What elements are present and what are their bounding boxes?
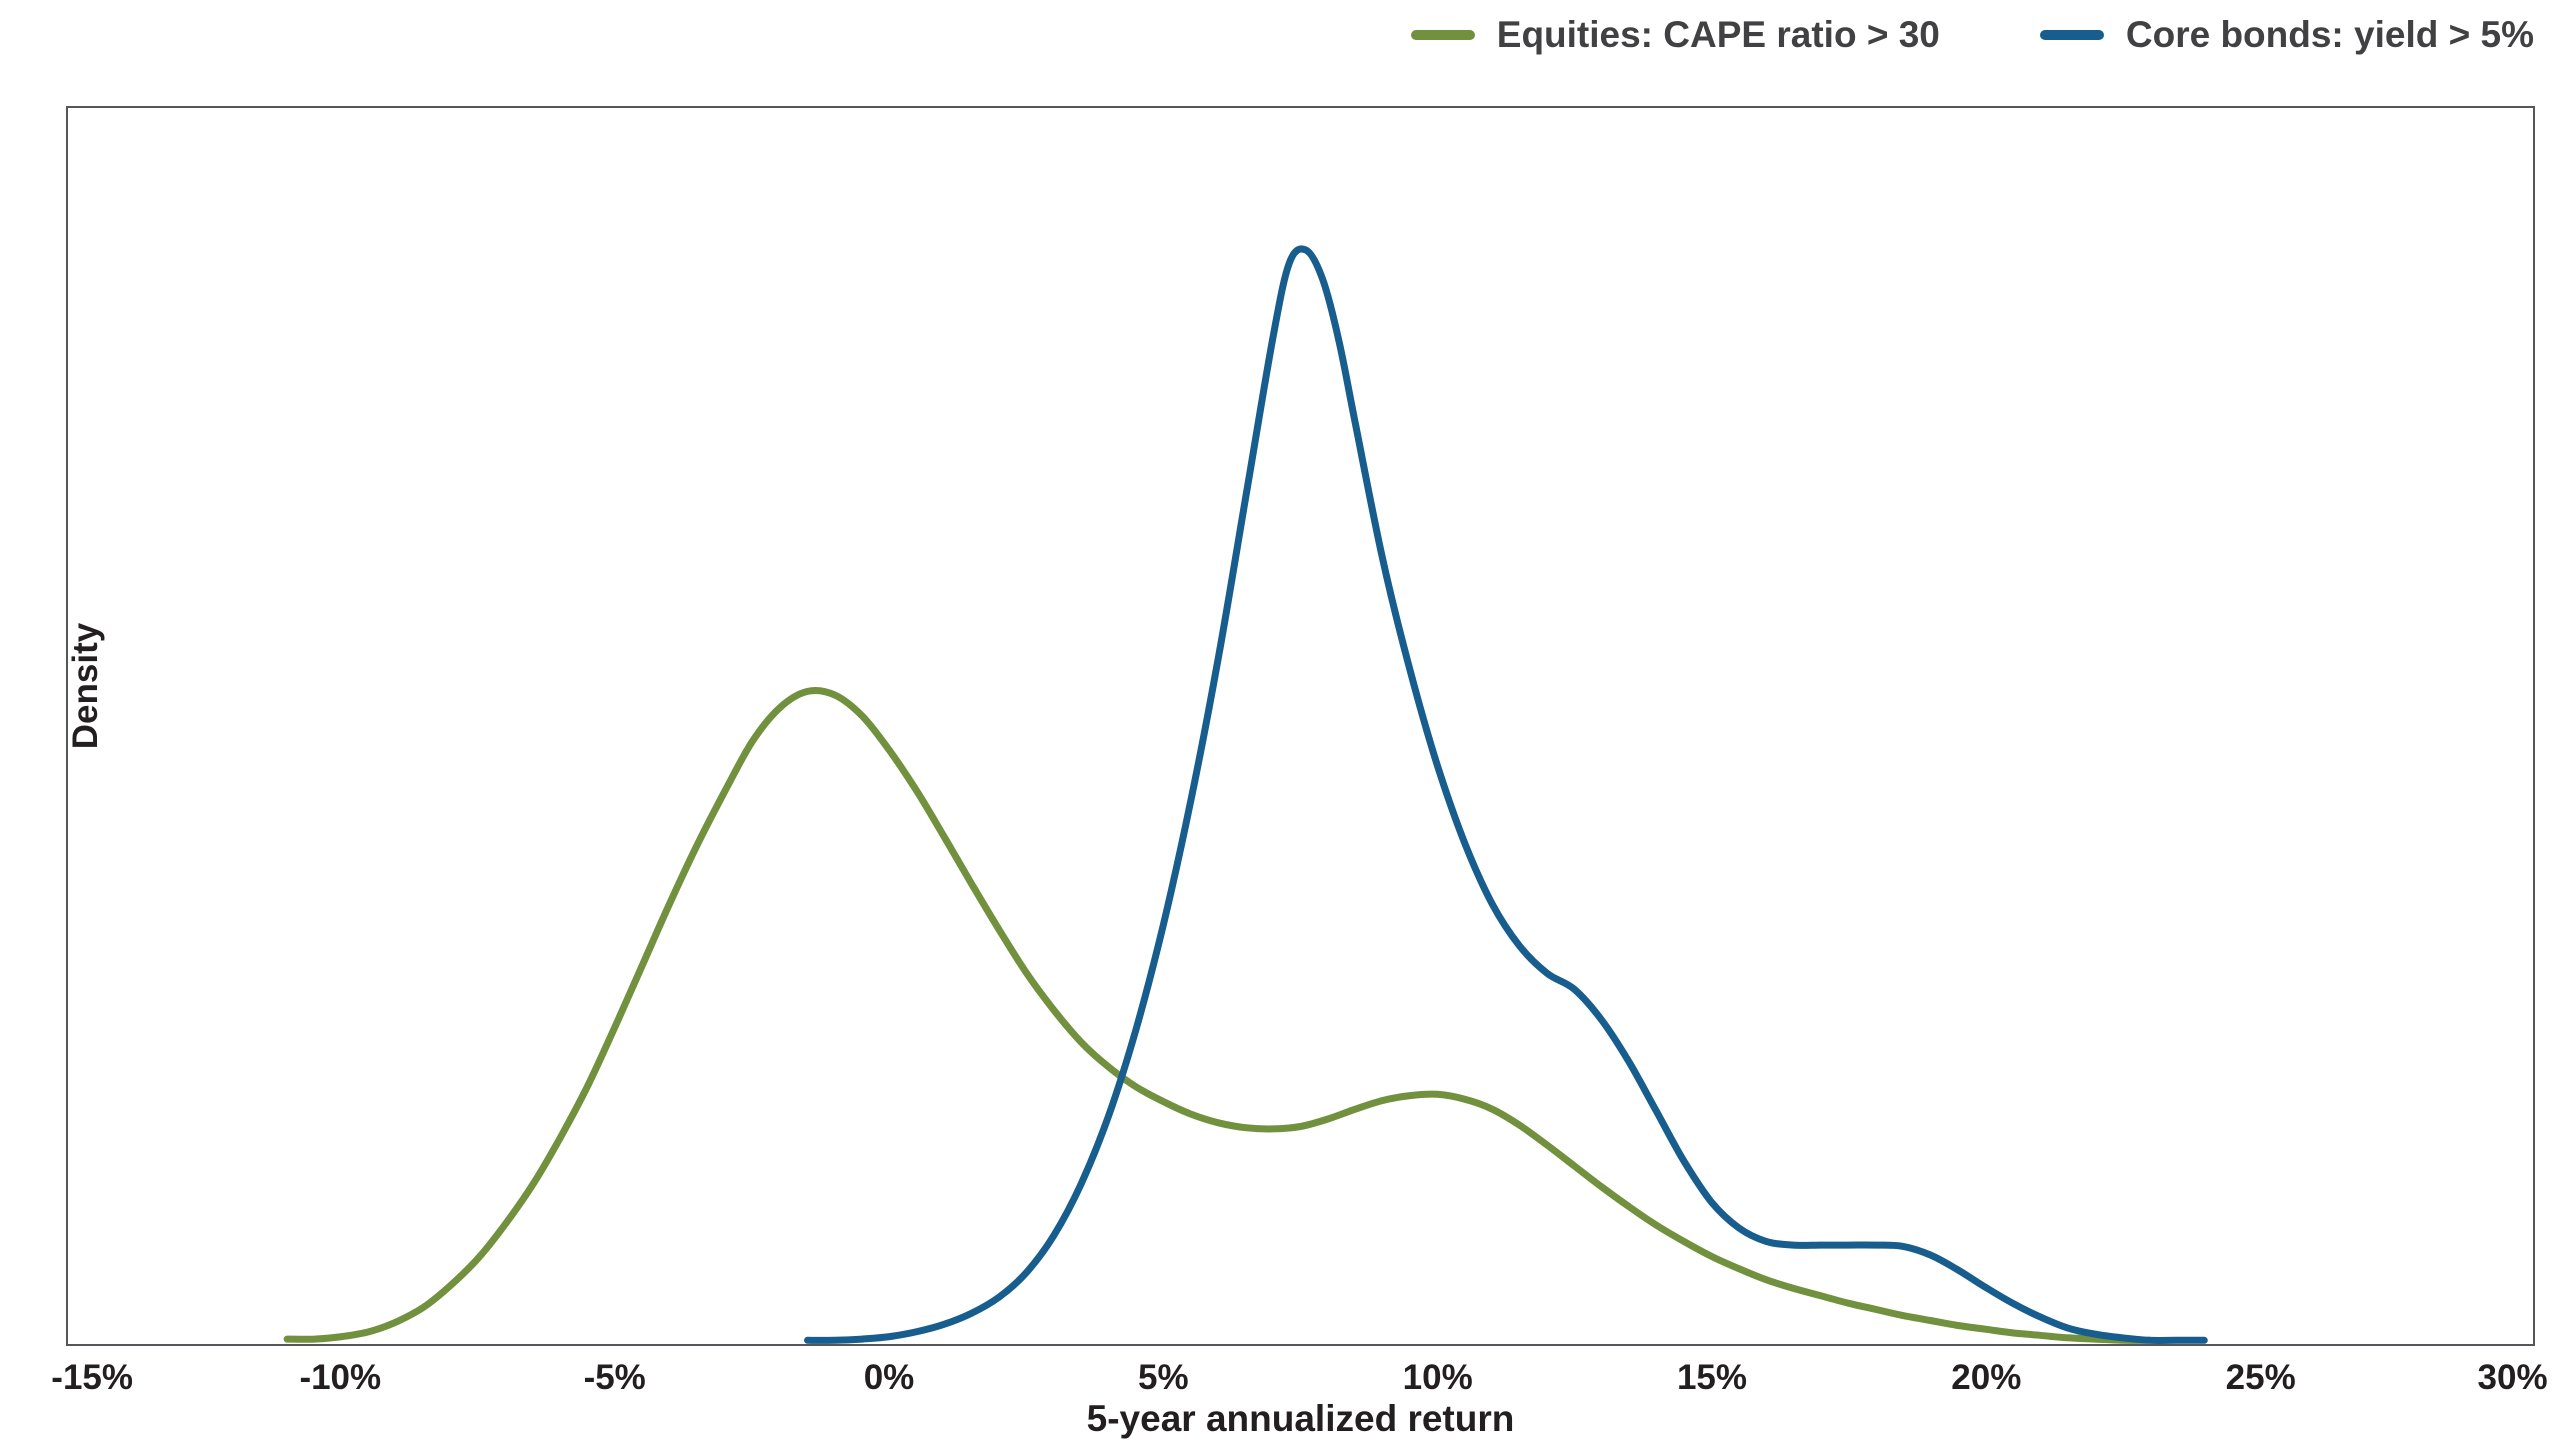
x-tick-label: -5% [583,1358,646,1397]
legend-label-equities: Equities: CAPE ratio > 30 [1496,14,1940,55]
plot-area [66,106,2535,1346]
legend: Equities: CAPE ratio > 30 Core bonds: yi… [1410,14,2534,56]
x-tick-label: -10% [299,1358,382,1397]
x-tick-label: 25% [2225,1358,2296,1397]
x-axis-label: 5-year annualized return [1086,1398,1515,1439]
x-tick-label: 5% [1138,1358,1189,1397]
legend-swatch-equities [1410,30,1475,40]
x-tick-label: 30% [2477,1358,2548,1397]
y-axis-label: Density [66,622,105,750]
legend-swatch-core-bonds [2039,30,2104,40]
legend-item-equities: Equities: CAPE ratio > 30 [1410,14,1940,56]
x-tick-label: 15% [1676,1358,1748,1397]
x-tick-label: 10% [1402,1358,1473,1397]
core-bonds-curve [804,245,2208,1344]
x-axis-ticks: -15% -10% -5% 0% 5% 10% 15% 20% 25% 30% [51,1358,2547,1404]
legend-item-core-bonds: Core bonds: yield > 5% [2039,14,2534,56]
equities-curve [283,687,2154,1344]
x-tick-label: 20% [1951,1358,2022,1397]
legend-label-core-bonds: Core bonds: yield > 5% [2125,14,2534,55]
density-curves-svg [283,245,2208,1344]
x-tick-label: -15% [51,1358,134,1397]
x-tick-label: 0% [863,1358,915,1397]
